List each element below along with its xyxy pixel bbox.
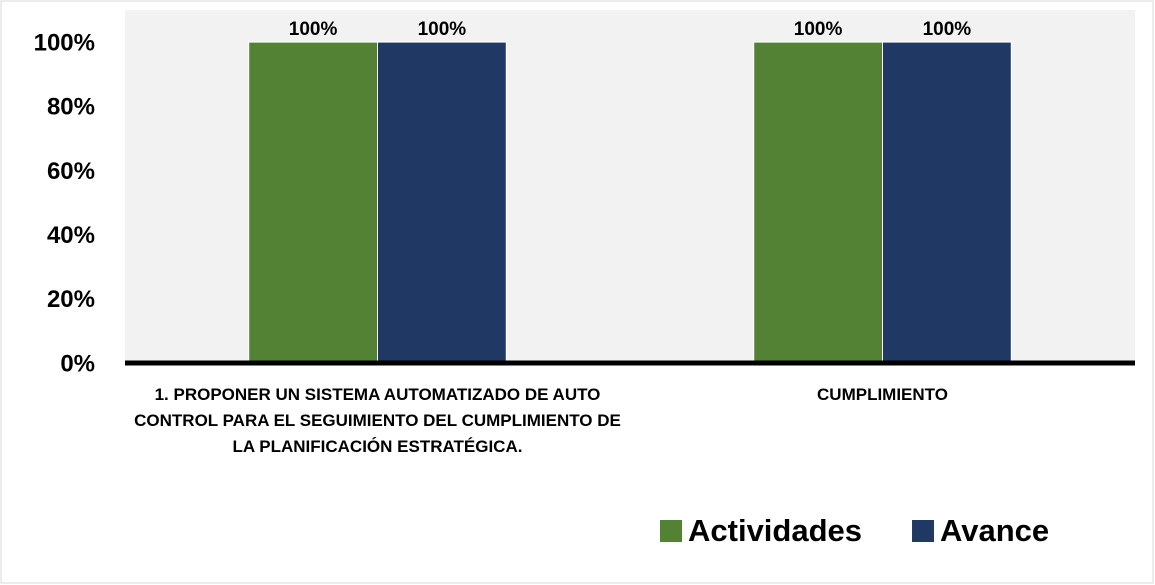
bar xyxy=(753,41,883,364)
y-tick-label: 60% xyxy=(47,158,95,185)
y-tick-label: 0% xyxy=(60,350,95,377)
data-label: 100% xyxy=(923,19,972,40)
y-tick-label: 40% xyxy=(47,222,95,249)
x-tick-label: CUMPLIMIENTO xyxy=(817,385,948,404)
legend-swatch xyxy=(912,520,935,542)
legend-swatch xyxy=(660,520,682,542)
legend-box xyxy=(605,500,1120,565)
data-label: 100% xyxy=(794,19,843,40)
y-tick-label: 80% xyxy=(47,94,95,121)
legend-label: Avance xyxy=(940,513,1049,548)
x-tick-label: 1. PROPONER UN SISTEMA AUTOMATIZADO DE A… xyxy=(134,385,621,456)
data-label: 100% xyxy=(289,19,338,40)
data-label: 100% xyxy=(418,19,467,40)
y-tick-label: 100% xyxy=(34,29,95,56)
legend-label: Actividades xyxy=(688,513,862,548)
bar xyxy=(377,41,507,364)
bar xyxy=(248,41,378,364)
bar xyxy=(882,41,1012,364)
y-tick-label: 20% xyxy=(47,286,95,313)
